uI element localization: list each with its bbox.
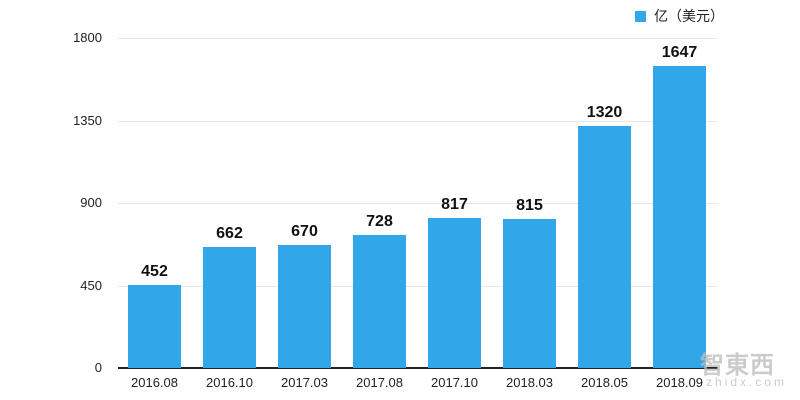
bar: [503, 218, 556, 368]
data-label: 662: [216, 224, 243, 242]
data-label: 1320: [586, 104, 623, 121]
x-tick-label: 2017.03: [281, 375, 328, 390]
bar: [278, 245, 331, 368]
x-tick-label: 2017.10: [431, 375, 478, 390]
x-tick-label: 2016.10: [206, 375, 253, 390]
gridline: [118, 203, 718, 204]
y-tick-label: 1800: [73, 30, 102, 45]
x-tick-label: 2018.03: [506, 375, 553, 390]
bar: [203, 246, 256, 368]
x-tick-label: 2018.09: [656, 375, 703, 390]
data-label: 670: [291, 223, 318, 241]
bar: [578, 126, 631, 368]
bar: [428, 218, 481, 368]
legend-label: 亿（美元）: [654, 8, 724, 24]
legend: 亿（美元）: [635, 6, 724, 26]
y-tick-label: 0: [94, 360, 102, 375]
watermark-logo: 智東西: [700, 352, 775, 379]
watermark-url: zhidx.com: [706, 375, 788, 389]
y-tick-label: 1350: [73, 112, 102, 128]
data-label: 728: [366, 212, 393, 230]
x-tick-label: 2016.08: [131, 375, 178, 390]
x-axis-line: [118, 367, 718, 369]
x-tick-label: 2017.08: [356, 375, 403, 390]
legend-swatch: [635, 10, 646, 22]
y-tick-label: 900: [80, 195, 102, 210]
gridline: [118, 38, 718, 39]
x-tick-label: 2018.05: [581, 375, 628, 390]
bar: [128, 285, 181, 368]
data-label: 815: [516, 196, 543, 214]
gridline: [118, 120, 718, 122]
bar: [653, 66, 706, 368]
data-label: 1647: [661, 44, 698, 62]
data-label: 452: [141, 263, 168, 281]
bar: [353, 234, 406, 368]
data-label: 817: [441, 196, 468, 214]
y-tick-label: 450: [80, 277, 102, 293]
gridline: [118, 285, 718, 287]
